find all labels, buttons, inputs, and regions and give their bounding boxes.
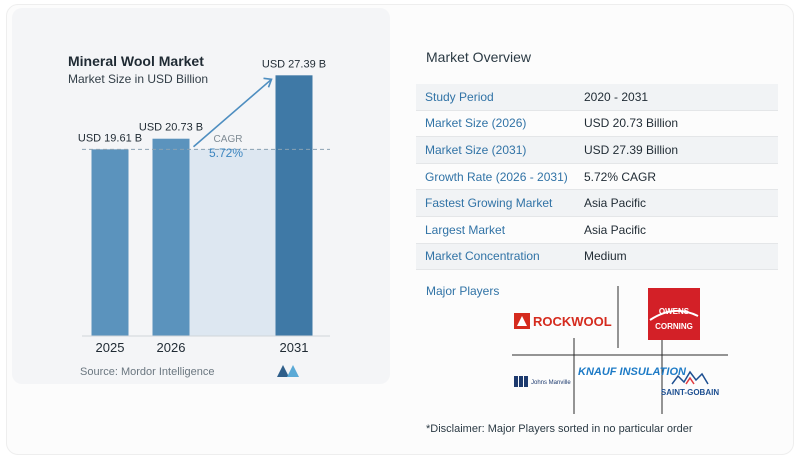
chart-source: Source: Mordor Intelligence bbox=[80, 366, 215, 378]
value-label-2025: USD 19.61 B bbox=[78, 132, 142, 144]
cagr-band bbox=[189, 149, 276, 336]
overview-table: Study Period 2020 - 2031 Market Size (20… bbox=[416, 84, 778, 271]
overview-row: Study Period 2020 - 2031 bbox=[416, 84, 778, 111]
cagr-label: CAGR bbox=[214, 134, 243, 145]
overview-label: Fastest Growing Market bbox=[425, 196, 553, 211]
rockwool-logo: ROCKWOOL bbox=[514, 313, 612, 329]
overview-label: Growth Rate (2026 - 2031) bbox=[425, 169, 568, 184]
value-label-2026: USD 20.73 B bbox=[139, 122, 203, 134]
overview-label: Study Period bbox=[425, 89, 494, 104]
value-label-2031: USD 27.39 B bbox=[262, 58, 326, 70]
johns-manville-logo: Johns Manville bbox=[514, 376, 571, 387]
category-label-2025: 2025 bbox=[96, 340, 125, 355]
bar-2025 bbox=[91, 149, 129, 336]
overview-label: Market Size (2026) bbox=[425, 116, 527, 131]
category-label-2031: 2031 bbox=[280, 340, 309, 355]
saint-gobain-text: SAINT-GOBAIN bbox=[661, 388, 719, 397]
overview-value: Medium bbox=[584, 249, 627, 264]
overview-row: Market Size (2031) USD 27.39 Billion bbox=[416, 137, 778, 164]
overview-row: Market Size (2026) USD 20.73 Billion bbox=[416, 111, 778, 138]
overview-value: Asia Pacific bbox=[584, 222, 647, 237]
overview-row: Growth Rate (2026 - 2031) 5.72% CAGR bbox=[416, 164, 778, 191]
overview-value: USD 27.39 Billion bbox=[584, 142, 679, 157]
bar-2026 bbox=[152, 138, 190, 336]
overview-value: Asia Pacific bbox=[584, 196, 647, 211]
cagr-arrow-head bbox=[263, 77, 273, 88]
johns-manville-text: Johns Manville bbox=[531, 380, 571, 386]
cagr-arrow-line bbox=[192, 78, 273, 148]
overview-value: USD 20.73 Billion bbox=[584, 116, 679, 131]
overview-label: Market Concentration bbox=[425, 249, 540, 264]
knauf-insulation-text: KNAUF INSULATION bbox=[578, 366, 687, 378]
overview-value: 5.72% CAGR bbox=[584, 169, 657, 184]
players-title: Major Players bbox=[426, 284, 500, 298]
bar-2031 bbox=[275, 75, 313, 337]
overview-label: Largest Market bbox=[425, 222, 506, 237]
owens-corning-logo: OWENS CORNING bbox=[648, 288, 700, 340]
chart-subtitle: Market Size in USD Billion bbox=[68, 72, 209, 86]
bar-chart: USD 19.61 B 2025 USD 20.73 B 2026 USD 27.39 … bbox=[78, 58, 330, 355]
overview-row: Largest Market Asia Pacific bbox=[416, 217, 778, 244]
knauf-insulation-logo: KNAUF INSULATION bbox=[576, 360, 687, 380]
owens-corning-text-2: CORNING bbox=[655, 322, 693, 331]
owens-corning-text: OWENS bbox=[659, 307, 690, 316]
overview-title: Market Overview bbox=[426, 49, 532, 65]
overview-value: 2020 - 2031 bbox=[584, 89, 649, 104]
cagr-value: 5.72% bbox=[209, 146, 243, 160]
disclaimer: *Disclaimer: Major Players sorted in no … bbox=[426, 423, 693, 435]
chart-title: Mineral Wool Market bbox=[68, 53, 204, 69]
saint-gobain-logo: SAINT-GOBAIN bbox=[661, 370, 719, 397]
category-label-2026: 2026 bbox=[157, 340, 186, 355]
overview-row: Fastest Growing Market Asia Pacific bbox=[416, 190, 778, 217]
overview-row: Market Concentration Medium bbox=[416, 243, 778, 271]
mordor-logo-icon bbox=[277, 365, 299, 377]
rockwool-text: ROCKWOOL bbox=[533, 314, 612, 329]
players-logos: ROCKWOOL OWENS CORNING Johns Manville KN… bbox=[512, 286, 728, 414]
overview-label: Market Size (2031) bbox=[425, 142, 527, 157]
